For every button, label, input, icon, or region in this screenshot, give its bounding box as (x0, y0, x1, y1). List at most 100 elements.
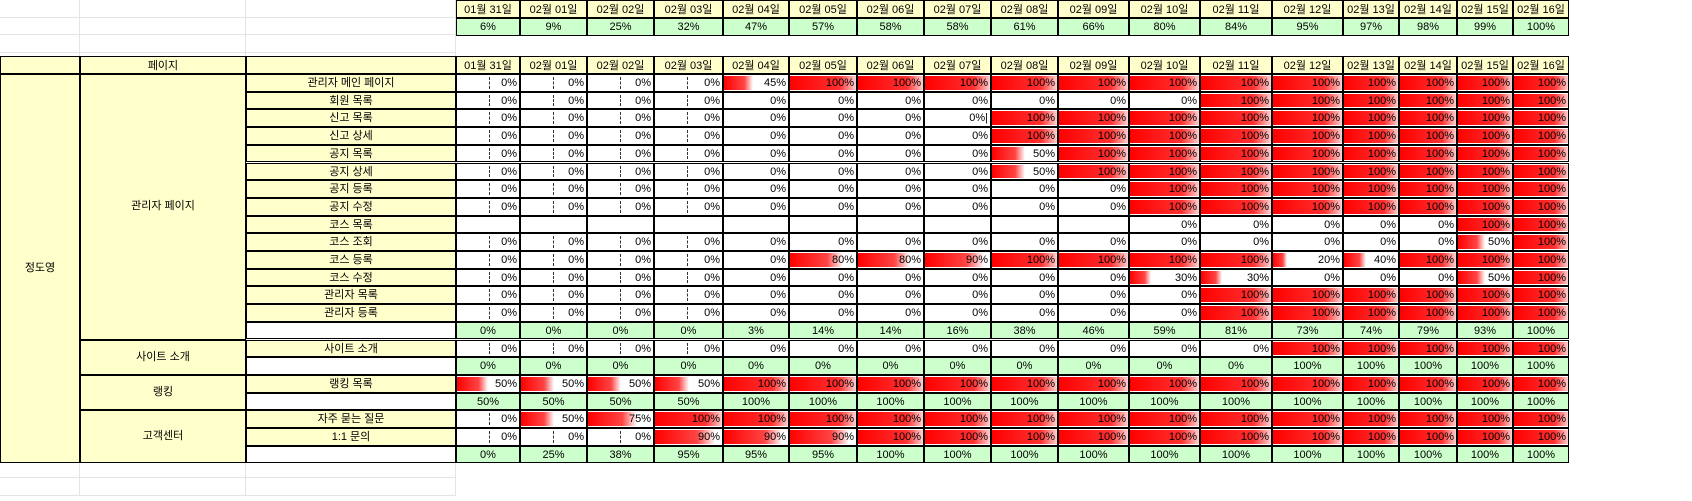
grid-cell[interactable] (80, 35, 246, 54)
progress-cell[interactable]: 0% (991, 233, 1058, 251)
progress-cell[interactable]: 0% (924, 286, 991, 305)
progress-cell[interactable]: 0% (857, 144, 924, 163)
progress-cell[interactable]: 100% (789, 374, 857, 393)
progress-cell[interactable]: 100% (1513, 180, 1569, 198)
progress-cell[interactable]: 0% (1129, 304, 1200, 322)
progress-cell[interactable]: 100% (1129, 180, 1200, 198)
grid-cell[interactable] (246, 35, 456, 54)
progress-cell[interactable]: 100% (1513, 233, 1569, 251)
progress-cell[interactable]: 0% (857, 180, 924, 198)
progress-cell[interactable]: 100% (1058, 374, 1129, 393)
progress-cell[interactable]: 0% (723, 197, 789, 216)
progress-cell[interactable]: 100% (1200, 410, 1272, 428)
progress-cell[interactable]: 0% (520, 428, 587, 446)
progress-cell[interactable]: 100% (1513, 251, 1569, 269)
progress-cell[interactable]: 100% (1129, 162, 1200, 181)
grid-cell[interactable] (80, 0, 246, 18)
progress-cell[interactable]: 0% (723, 109, 789, 128)
progress-cell[interactable]: 0% (587, 180, 654, 198)
progress-cell[interactable]: 90% (924, 251, 991, 269)
progress-cell[interactable]: 0% (456, 304, 520, 322)
progress-cell[interactable]: 100% (991, 374, 1058, 393)
progress-cell[interactable]: 0% (587, 91, 654, 110)
progress-cell[interactable]: 100% (857, 374, 924, 393)
progress-cell[interactable]: 100% (1272, 428, 1343, 446)
progress-cell[interactable]: 0% (456, 339, 520, 358)
progress-cell[interactable]: 100% (1058, 109, 1129, 128)
progress-cell[interactable]: 100% (991, 127, 1058, 145)
progress-cell[interactable]: 100% (1200, 144, 1272, 163)
progress-cell[interactable]: 0% (1200, 339, 1272, 358)
progress-cell[interactable]: 0% (991, 268, 1058, 287)
progress-cell[interactable]: 0% (654, 233, 723, 251)
progress-cell[interactable]: 100% (1343, 180, 1399, 198)
progress-cell[interactable]: 0% (723, 233, 789, 251)
progress-cell[interactable]: 0% (1129, 286, 1200, 305)
progress-cell[interactable]: 0% (1272, 233, 1343, 251)
progress-cell[interactable]: 0% (456, 233, 520, 251)
progress-cell[interactable]: 0% (789, 109, 857, 128)
progress-cell[interactable]: 0% (654, 162, 723, 181)
progress-cell[interactable]: 0% (520, 180, 587, 198)
progress-cell[interactable]: 100% (1457, 162, 1513, 181)
progress-cell[interactable]: 0% (456, 109, 520, 128)
progress-cell[interactable]: 50% (587, 374, 654, 393)
progress-cell[interactable]: 0% (1058, 339, 1129, 358)
progress-cell[interactable]: 0% (520, 91, 587, 110)
progress-cell[interactable]: 100% (1513, 109, 1569, 128)
progress-cell[interactable]: 100% (924, 410, 991, 428)
progress-cell[interactable]: 100% (1200, 374, 1272, 393)
progress-cell[interactable]: 0% (587, 339, 654, 358)
progress-cell[interactable]: 100% (1513, 374, 1569, 393)
progress-cell[interactable]: 0% (857, 233, 924, 251)
progress-cell[interactable]: 100% (1058, 428, 1129, 446)
progress-cell[interactable]: 100% (723, 374, 789, 393)
progress-cell[interactable]: 0% (789, 162, 857, 181)
progress-cell[interactable]: 0% (924, 197, 991, 216)
progress-cell[interactable]: 0% (654, 286, 723, 305)
progress-cell-empty[interactable] (587, 215, 654, 234)
progress-cell[interactable]: 100% (1513, 74, 1569, 92)
progress-cell[interactable]: 90% (723, 428, 789, 446)
progress-cell[interactable]: 0% (991, 286, 1058, 305)
grid-cell[interactable] (0, 35, 80, 54)
progress-cell[interactable]: 0% (991, 304, 1058, 322)
grid-cell[interactable] (80, 17, 246, 36)
progress-cell[interactable]: 45% (723, 74, 789, 92)
progress-cell[interactable]: 0% (520, 233, 587, 251)
progress-cell[interactable]: 30% (1129, 268, 1200, 287)
progress-cell[interactable]: 0% (654, 91, 723, 110)
progress-cell[interactable]: 100% (1200, 197, 1272, 216)
progress-cell[interactable]: 0% (654, 251, 723, 269)
progress-cell[interactable]: 100% (1513, 197, 1569, 216)
progress-cell[interactable]: 100% (1343, 109, 1399, 128)
progress-cell[interactable]: 0% (587, 428, 654, 446)
progress-cell[interactable]: 0% (456, 91, 520, 110)
progress-cell[interactable]: 90% (654, 428, 723, 446)
progress-cell[interactable]: 0% (587, 304, 654, 322)
progress-cell[interactable]: 100% (1272, 109, 1343, 128)
progress-cell[interactable]: 100% (1058, 162, 1129, 181)
progress-cell[interactable]: 0% (520, 268, 587, 287)
progress-cell[interactable]: 100% (1399, 91, 1457, 110)
progress-cell[interactable]: 100% (1272, 144, 1343, 163)
progress-cell[interactable]: 0% (587, 162, 654, 181)
progress-cell[interactable]: 50% (654, 374, 723, 393)
progress-cell[interactable]: 100% (1129, 410, 1200, 428)
progress-cell[interactable]: 100% (1200, 286, 1272, 305)
progress-cell[interactable]: 100% (1272, 91, 1343, 110)
progress-cell[interactable]: 0% (857, 162, 924, 181)
progress-cell[interactable]: 0% (456, 410, 520, 428)
progress-cell[interactable]: 0% (520, 109, 587, 128)
progress-cell[interactable]: 100% (1200, 74, 1272, 92)
progress-cell[interactable]: 50% (1457, 268, 1513, 287)
progress-cell[interactable]: 0% (1343, 215, 1399, 234)
progress-cell[interactable]: 0% (789, 144, 857, 163)
progress-cell[interactable]: 100% (1129, 109, 1200, 128)
grid-cell[interactable] (246, 460, 456, 478)
progress-cell[interactable]: 0% (857, 127, 924, 145)
progress-cell[interactable]: 100% (1200, 251, 1272, 269)
progress-cell[interactable]: 100% (1129, 251, 1200, 269)
progress-cell[interactable]: 0% (654, 304, 723, 322)
progress-cell[interactable]: 50% (520, 410, 587, 428)
